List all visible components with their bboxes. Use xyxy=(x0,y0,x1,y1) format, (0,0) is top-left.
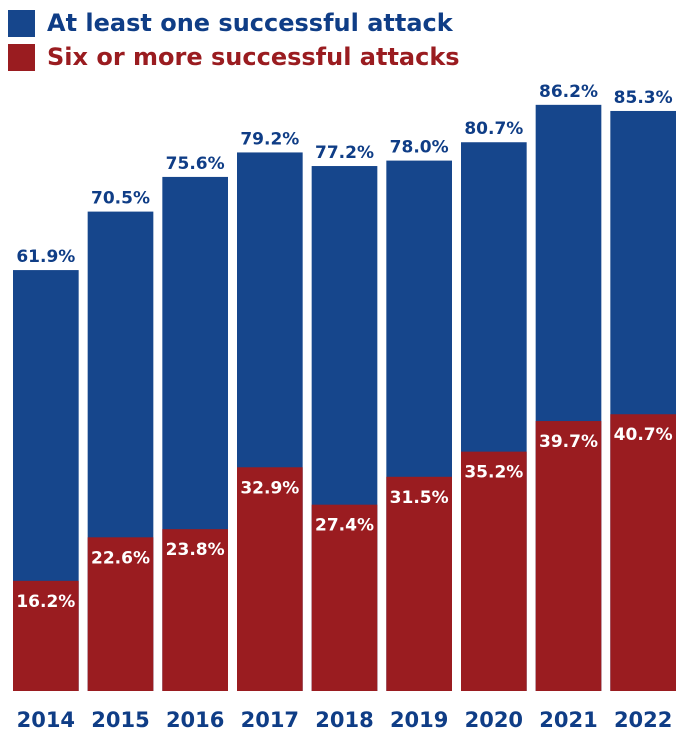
x-tick-label-2015: 2015 xyxy=(91,708,149,732)
data-label-at-least-one-2022: 85.3% xyxy=(614,88,673,108)
data-label-at-least-one-2020: 80.7% xyxy=(464,119,523,139)
bar-six-or-more-2016 xyxy=(162,529,228,691)
x-tick-label-2020: 2020 xyxy=(465,708,523,732)
legend-swatch-blue xyxy=(8,9,35,37)
data-label-six-or-more-2021: 39.7% xyxy=(539,432,598,452)
x-tick-label-2022: 2022 xyxy=(614,708,672,732)
x-tick-label-2014: 2014 xyxy=(17,708,75,732)
data-label-six-or-more-2017: 32.9% xyxy=(240,478,299,498)
bar-six-or-more-2022 xyxy=(610,414,676,691)
data-label-at-least-one-2021: 86.2% xyxy=(539,82,598,102)
data-label-at-least-one-2018: 77.2% xyxy=(315,143,374,163)
legend-swatch-red xyxy=(8,43,35,71)
data-label-six-or-more-2022: 40.7% xyxy=(614,425,673,445)
legend-item-six-or-more: Six or more successful attacks xyxy=(8,40,460,74)
bar-six-or-more-2020 xyxy=(461,451,527,691)
data-label-at-least-one-2015: 70.5% xyxy=(91,189,150,209)
legend-item-at-least-one: At least one successful attack xyxy=(8,6,460,40)
data-label-at-least-one-2017: 79.2% xyxy=(240,129,299,149)
data-label-at-least-one-2019: 78.0% xyxy=(390,138,449,158)
x-tick-label-2016: 2016 xyxy=(166,708,224,732)
bar-six-or-more-2017 xyxy=(237,467,303,691)
data-label-six-or-more-2018: 27.4% xyxy=(315,516,374,536)
x-tick-label-2021: 2021 xyxy=(539,708,597,732)
bar-six-or-more-2021 xyxy=(535,421,602,691)
legend-label: At least one successful attack xyxy=(47,9,453,37)
bar-six-or-more-2015 xyxy=(87,537,154,691)
x-tick-label-2019: 2019 xyxy=(390,708,448,732)
data-label-six-or-more-2019: 31.5% xyxy=(390,488,449,508)
data-label-six-or-more-2016: 23.8% xyxy=(166,540,225,560)
data-label-at-least-one-2016: 75.6% xyxy=(166,154,225,174)
legend-label: Six or more successful attacks xyxy=(47,43,460,71)
data-label-at-least-one-2014: 61.9% xyxy=(16,247,75,267)
data-label-six-or-more-2015: 22.6% xyxy=(91,548,150,568)
x-tick-label-2017: 2017 xyxy=(241,708,299,732)
bar-six-or-more-2018 xyxy=(311,504,378,691)
legend: At least one successful attack Six or mo… xyxy=(8,6,460,74)
x-tick-label-2018: 2018 xyxy=(315,708,373,732)
data-label-six-or-more-2020: 35.2% xyxy=(464,463,523,483)
bar-six-or-more-2019 xyxy=(386,476,452,691)
bar-six-or-more-2014 xyxy=(13,580,79,691)
data-label-six-or-more-2014: 16.2% xyxy=(16,592,75,612)
